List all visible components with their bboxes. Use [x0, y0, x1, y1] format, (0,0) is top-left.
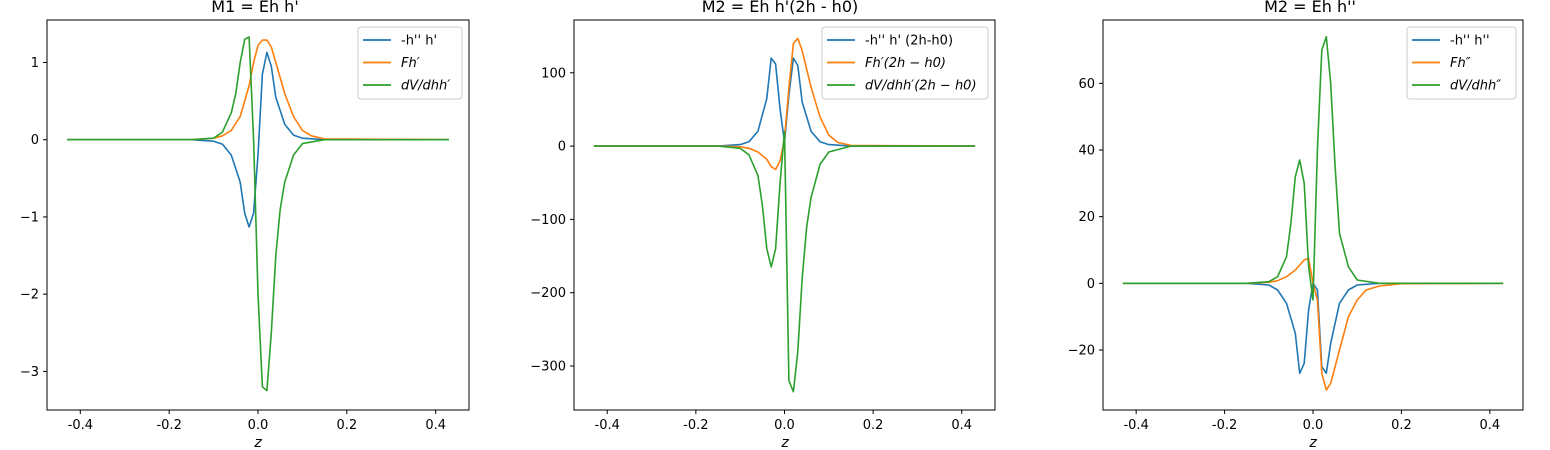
legend-label: Fh′(2h − h0)	[865, 56, 946, 71]
x-axis-label: z	[780, 435, 789, 450]
x-axis-label: z	[1308, 435, 1317, 450]
x-tick-label: 0.2	[1391, 418, 1412, 433]
x-tick-label: -0.2	[1212, 418, 1237, 433]
y-tick-label: −2	[20, 288, 39, 303]
legend-label: -h'' h' (2h-h0)	[865, 34, 953, 49]
chart-panel-1: M1 = Eh h' z -0.4 -0.2 0.0 0.2 0.4 1 0 −1 −2 −3 -h…	[20, 0, 470, 450]
x-tick-label: 0.2	[863, 418, 884, 433]
series-line-3	[67, 36, 449, 392]
x-tick-label: 0.4	[425, 418, 446, 433]
legend-label: -h'' h'	[401, 34, 437, 49]
x-tick-label: 0.4	[951, 418, 972, 433]
chart-title: M2 = Eh h'(2h - h0)	[702, 0, 859, 16]
legend-label: dV/dhh′(2h − h0)	[865, 79, 977, 94]
y-tick-label: 40	[1078, 144, 1095, 159]
legend-label: dV/dhh′	[401, 79, 450, 94]
y-tick-label: 20	[1078, 210, 1095, 225]
x-tick-label: -0.4	[1123, 418, 1148, 433]
legend-box	[821, 26, 989, 100]
y-tick-label: 0	[558, 140, 566, 155]
y-tick-label: −100	[530, 213, 566, 228]
chart-panel-3: M2 = Eh h'' z -0.4 -0.2 0.0 0.2 0.4 60 40 20 0 −2…	[1068, 0, 1524, 450]
y-tick-label: 1	[31, 56, 39, 71]
x-tick-label: 0.0	[248, 418, 269, 433]
x-tick-label: 0.0	[774, 418, 795, 433]
legend-label: Fh″	[1450, 56, 1471, 71]
series-line-2	[593, 37, 976, 171]
x-axis-label: z	[253, 435, 262, 450]
legend: -h'' h' Fh′ dV/dhh′	[357, 26, 463, 100]
x-tick-label: -0.4	[595, 418, 620, 433]
series-line-3	[593, 130, 976, 393]
x-tick-label: 0.0	[1303, 418, 1324, 433]
legend-box	[1406, 26, 1517, 100]
y-tick-label: 100	[541, 66, 566, 81]
chart-title: M2 = Eh h''	[1264, 0, 1356, 16]
y-tick-label: 60	[1078, 77, 1095, 92]
y-tick-label: 0	[31, 133, 39, 148]
x-tick-label: -0.2	[683, 418, 708, 433]
x-tick-label: -0.2	[156, 418, 181, 433]
legend: -h'' h'' Fh″ dV/dhh″	[1406, 26, 1517, 100]
series-line-1	[67, 51, 449, 228]
y-tick-label: 0	[1087, 277, 1095, 292]
legend-label: Fh′	[401, 56, 420, 71]
y-tick-label: −300	[530, 360, 566, 375]
legend-label: dV/dhh″	[1450, 79, 1501, 94]
y-tick-label: −20	[1068, 344, 1095, 359]
y-tick-label: −1	[20, 210, 39, 225]
y-tick-label: −3	[20, 365, 39, 380]
series-line-2	[67, 39, 450, 141]
series-line-2	[1122, 257, 1504, 391]
x-tick-label: -0.4	[68, 418, 93, 433]
y-tick-label: −200	[530, 286, 566, 301]
legend-box	[357, 26, 463, 100]
series-line-3	[1122, 35, 1504, 301]
legend: -h'' h' (2h-h0) Fh′(2h − h0) dV/dhh′(2h − …	[821, 26, 989, 100]
x-tick-label: 0.2	[336, 418, 357, 433]
x-tick-label: 0.4	[1479, 418, 1500, 433]
chart-panel-2: M2 = Eh h'(2h - h0) z -0.4 -0.2 0.0 0.2 0.4 1…	[530, 0, 996, 450]
legend-label: -h'' h''	[1450, 34, 1490, 49]
chart-title: M1 = Eh h'	[211, 0, 298, 16]
